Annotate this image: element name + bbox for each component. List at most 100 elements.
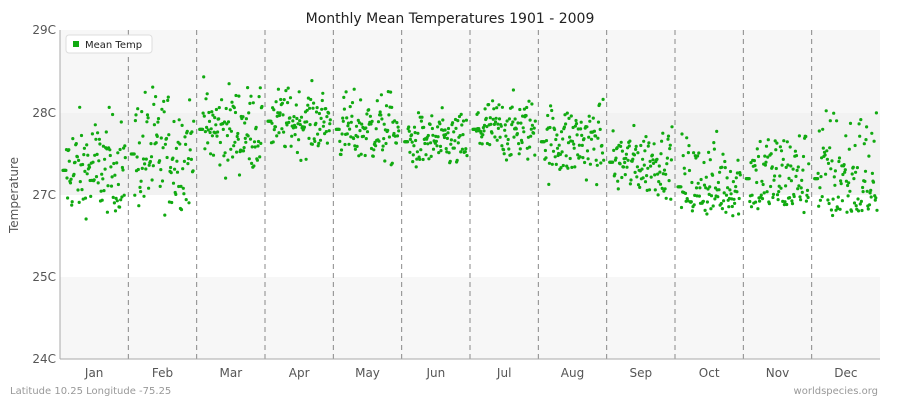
data-point xyxy=(588,119,592,123)
data-point xyxy=(339,148,344,152)
data-point xyxy=(728,169,733,174)
data-point xyxy=(502,152,506,156)
data-point xyxy=(771,192,776,196)
data-point xyxy=(832,175,836,179)
data-point xyxy=(554,137,558,142)
data-point xyxy=(114,196,118,200)
data-point xyxy=(232,144,236,148)
data-point xyxy=(314,110,319,114)
data-point xyxy=(656,193,660,197)
data-point xyxy=(328,122,332,126)
data-point xyxy=(442,135,447,140)
data-point xyxy=(179,184,183,188)
data-point xyxy=(122,193,126,197)
data-point xyxy=(369,122,373,126)
data-point xyxy=(670,125,674,129)
data-point xyxy=(696,181,700,185)
data-point xyxy=(208,130,212,135)
data-point xyxy=(837,156,842,160)
data-point xyxy=(349,120,353,124)
data-point xyxy=(276,111,280,115)
data-point xyxy=(824,172,828,176)
data-point xyxy=(229,147,233,151)
data-point xyxy=(434,139,438,143)
data-point xyxy=(307,136,311,140)
data-point xyxy=(213,116,217,120)
data-point xyxy=(446,126,451,131)
data-point xyxy=(499,124,503,128)
data-point xyxy=(655,157,659,161)
data-point xyxy=(772,178,776,182)
data-point xyxy=(827,201,831,206)
data-point xyxy=(595,183,599,187)
data-point xyxy=(860,208,864,213)
data-point xyxy=(856,197,860,201)
data-point xyxy=(244,140,248,144)
data-point xyxy=(767,202,772,206)
data-point xyxy=(647,188,652,192)
data-point xyxy=(686,151,691,155)
x-tick-label: Feb xyxy=(152,366,173,380)
data-point xyxy=(423,141,427,146)
data-point xyxy=(856,209,861,213)
data-point xyxy=(380,117,384,121)
data-point xyxy=(555,133,559,137)
data-point xyxy=(135,155,139,159)
data-point xyxy=(522,107,527,111)
data-point xyxy=(171,156,175,160)
data-point xyxy=(406,140,410,144)
data-point xyxy=(203,147,207,151)
data-point xyxy=(461,119,466,123)
data-point xyxy=(186,157,191,161)
data-point xyxy=(319,116,323,120)
data-point xyxy=(566,166,570,170)
data-point xyxy=(829,167,833,171)
data-point xyxy=(182,192,186,196)
data-point xyxy=(629,178,633,182)
data-point xyxy=(588,162,593,166)
data-point xyxy=(187,201,191,205)
data-point xyxy=(833,183,837,187)
data-point xyxy=(636,151,640,155)
data-point xyxy=(683,172,687,176)
data-point xyxy=(790,199,794,203)
data-point xyxy=(769,152,773,156)
data-point xyxy=(550,108,554,113)
data-point xyxy=(861,190,865,194)
data-point xyxy=(93,153,97,157)
data-point xyxy=(723,159,727,164)
data-point xyxy=(327,111,331,115)
data-point xyxy=(321,91,325,95)
data-point xyxy=(491,99,495,103)
data-point xyxy=(174,146,178,150)
data-point xyxy=(283,145,287,149)
data-point xyxy=(870,171,875,175)
data-point xyxy=(861,185,865,190)
data-point xyxy=(160,107,164,111)
data-point xyxy=(481,133,485,137)
data-point xyxy=(532,126,536,130)
data-point xyxy=(383,159,387,163)
data-point xyxy=(551,116,555,120)
data-point xyxy=(839,179,843,183)
data-point xyxy=(582,137,586,141)
data-point xyxy=(818,198,823,202)
data-point xyxy=(73,160,77,164)
data-point xyxy=(624,152,629,156)
data-point xyxy=(345,132,349,136)
data-point xyxy=(459,150,463,154)
data-point xyxy=(799,198,803,202)
data-point xyxy=(419,148,423,152)
data-point xyxy=(444,133,448,137)
data-point xyxy=(226,158,230,162)
data-point xyxy=(163,213,167,217)
data-point xyxy=(444,147,448,151)
data-point xyxy=(804,134,808,139)
data-point xyxy=(342,107,346,111)
data-point xyxy=(794,174,798,178)
data-point xyxy=(640,167,644,171)
data-point xyxy=(97,159,101,163)
data-point xyxy=(474,129,479,133)
data-point xyxy=(233,110,238,115)
data-point xyxy=(123,144,127,148)
